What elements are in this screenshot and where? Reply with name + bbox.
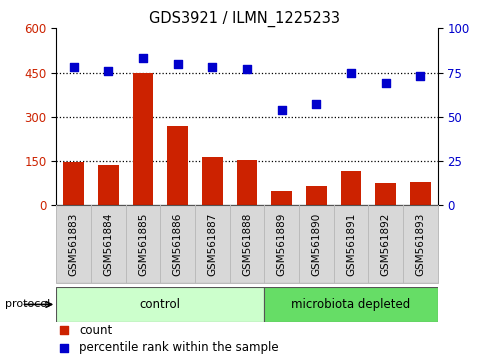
Point: [381, 80, 389, 86]
Text: GSM561884: GSM561884: [103, 212, 113, 276]
Text: control: control: [140, 298, 181, 311]
Text: GSM561887: GSM561887: [207, 212, 217, 276]
Text: GSM561892: GSM561892: [380, 212, 390, 276]
Text: GSM561889: GSM561889: [276, 212, 286, 276]
Point: [60, 345, 68, 350]
Text: GSM561891: GSM561891: [346, 212, 355, 276]
Point: [416, 73, 424, 79]
Bar: [236, 160, 257, 205]
Bar: [374, 183, 395, 205]
Point: [139, 56, 146, 61]
Point: [69, 64, 77, 70]
Text: protocol: protocol: [5, 299, 50, 309]
Text: GSM561888: GSM561888: [242, 212, 251, 276]
Bar: [340, 171, 361, 205]
Bar: [167, 126, 187, 205]
Point: [104, 68, 112, 74]
Bar: [63, 162, 84, 205]
Point: [346, 70, 354, 75]
Bar: [271, 190, 291, 205]
Point: [277, 107, 285, 113]
Text: GDS3921 / ILMN_1225233: GDS3921 / ILMN_1225233: [149, 11, 339, 27]
Point: [312, 102, 320, 107]
Bar: [160, 205, 195, 283]
Bar: [132, 73, 153, 205]
Bar: [305, 186, 326, 205]
Bar: [333, 205, 367, 283]
Bar: [264, 287, 437, 322]
Bar: [409, 182, 430, 205]
Text: microbiota depleted: microbiota depleted: [291, 298, 410, 311]
Text: GSM561890: GSM561890: [311, 213, 321, 276]
Point: [243, 66, 250, 72]
Point: [208, 64, 216, 70]
Bar: [125, 205, 160, 283]
Bar: [202, 156, 222, 205]
Bar: [56, 287, 264, 322]
Bar: [56, 205, 91, 283]
Bar: [98, 166, 119, 205]
Bar: [91, 205, 125, 283]
Text: GSM561885: GSM561885: [138, 212, 147, 276]
Point: [60, 327, 68, 333]
Text: count: count: [79, 324, 112, 337]
Bar: [298, 205, 333, 283]
Bar: [229, 205, 264, 283]
Bar: [264, 205, 298, 283]
Point: [173, 61, 181, 67]
Bar: [195, 205, 229, 283]
Text: GSM561883: GSM561883: [68, 212, 79, 276]
Bar: [402, 205, 437, 283]
Text: GSM561886: GSM561886: [172, 212, 182, 276]
Text: GSM561893: GSM561893: [414, 212, 425, 276]
Text: percentile rank within the sample: percentile rank within the sample: [79, 341, 278, 354]
Bar: [367, 205, 402, 283]
